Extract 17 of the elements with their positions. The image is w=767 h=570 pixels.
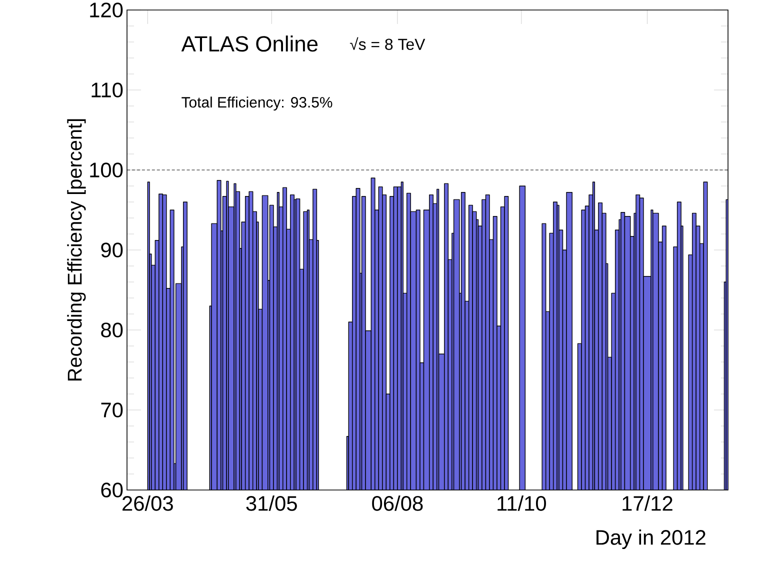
x-tick-label: 31/05 [246, 496, 297, 511]
y-tick-label: 60 [101, 482, 123, 498]
x-tick-label: 11/10 [498, 496, 546, 511]
y-tick-label: 110 [92, 82, 123, 98]
x-tick-label: 17/12 [622, 496, 672, 511]
y-tick-label: 120 [90, 2, 123, 18]
y-tick-label: 80 [101, 322, 123, 338]
x-axis-title: Day in 2012 [596, 530, 706, 550]
y-tick-label: 70 [101, 402, 123, 418]
y-tick-label: 90 [101, 242, 123, 258]
annotation: √s = 8 TeV [350, 37, 426, 50]
annotation: Total Efficiency: 93.5% [182, 96, 332, 111]
x-tick-label: 26/03 [122, 496, 173, 511]
x-tick-label: 06/08 [372, 496, 423, 511]
y-axis-title: Recording Efficiency [percent] [67, 119, 86, 381]
annotation: ATLAS Online [181, 36, 318, 52]
y-tick-label: 100 [90, 162, 123, 178]
